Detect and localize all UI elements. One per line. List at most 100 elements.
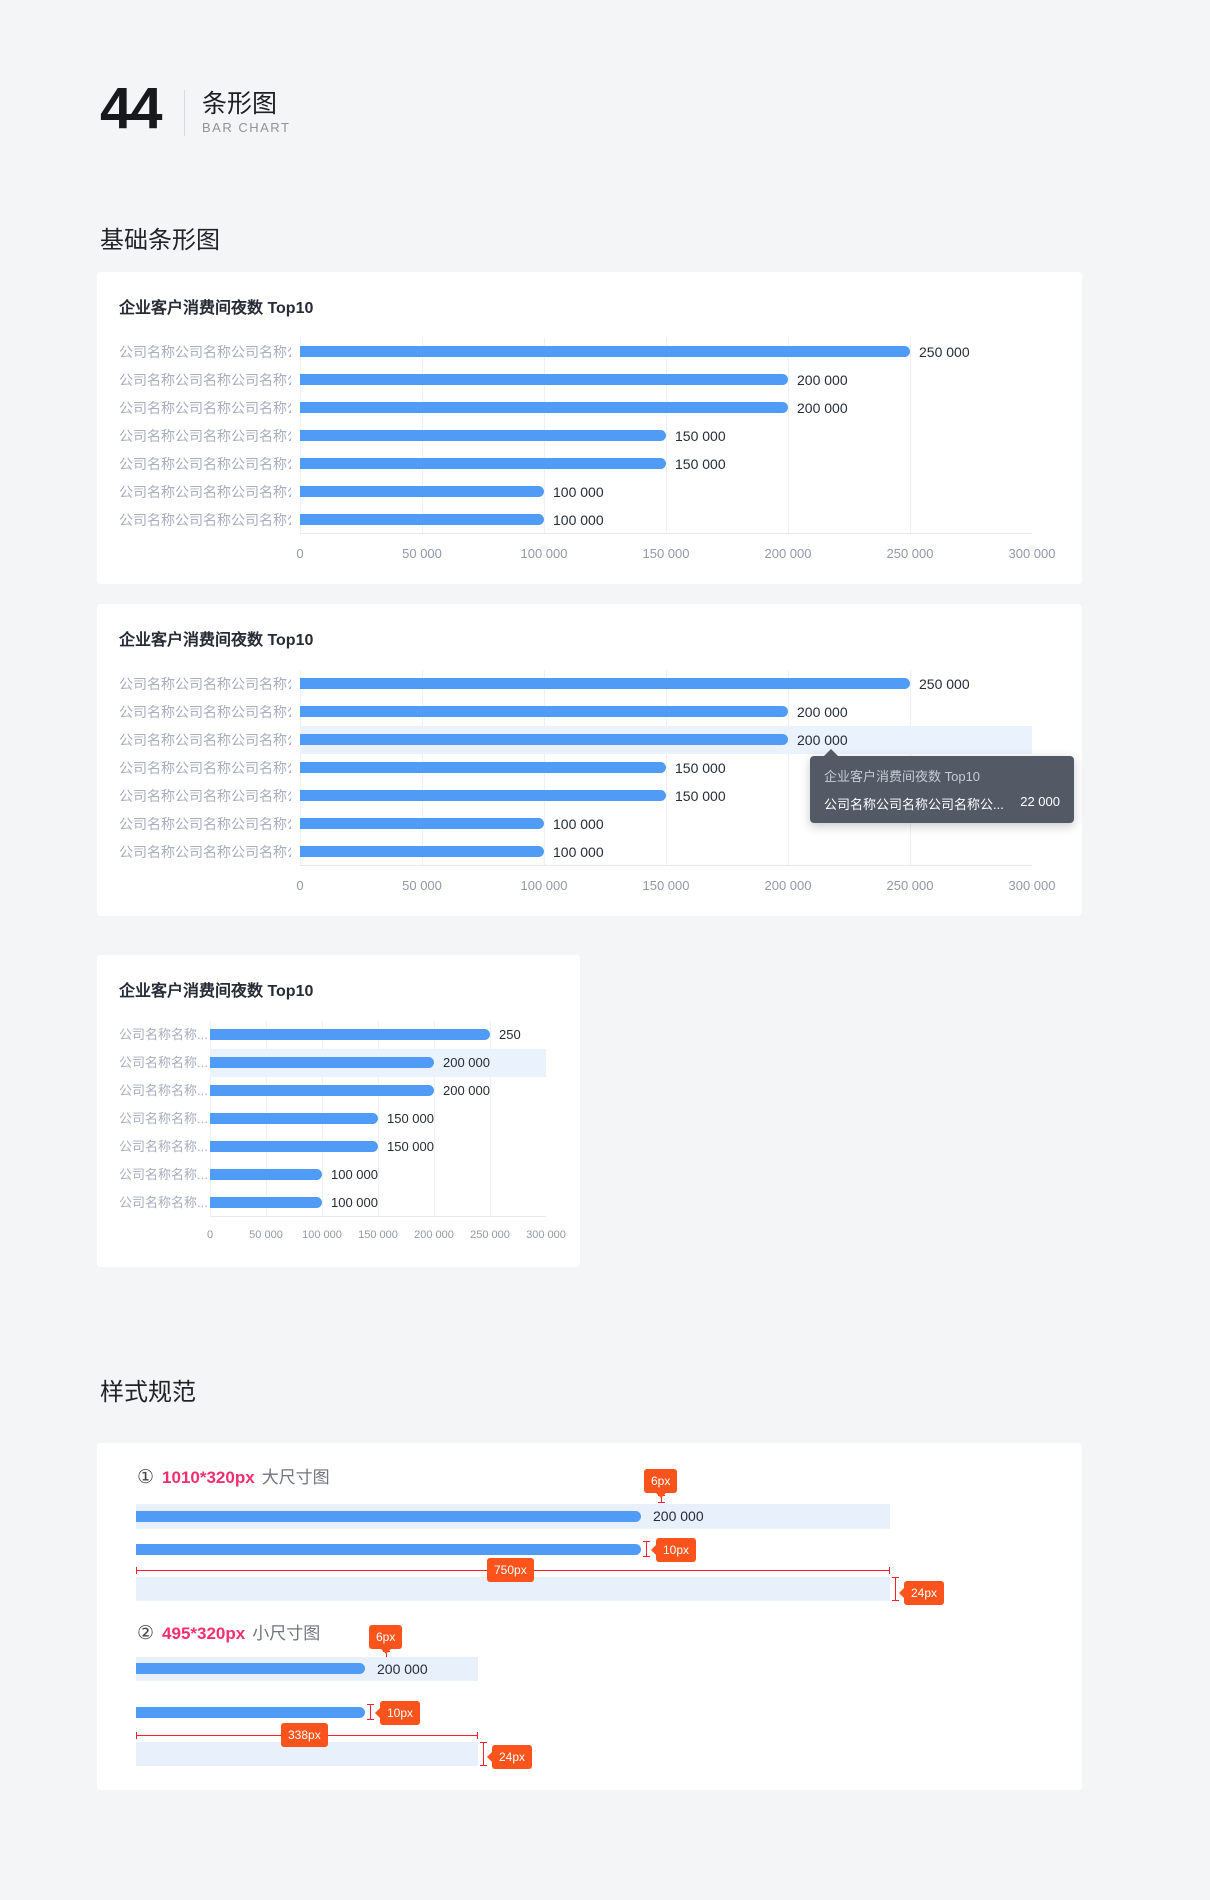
tooltip-value: 22 000 <box>1020 794 1060 809</box>
x-tick: 200 000 <box>414 1229 454 1241</box>
bar[interactable] <box>210 1141 378 1152</box>
measure-badge-width-large: 750px <box>487 1558 534 1582</box>
bar-row: 200 000 <box>300 366 1032 394</box>
section-title-basic: 基础条形图 <box>100 227 220 254</box>
category-column: 公司名称名称... 公司名称名称... 公司名称名称... 公司名称名称... 公司名称… <box>119 1021 209 1217</box>
measure-badge-width-small: 338px <box>281 1723 328 1747</box>
style-spec-card: ① 1010*320px 大尺寸图 6px 200 000 10px 750px 2… <box>97 1443 1082 1790</box>
bar[interactable] <box>300 846 544 857</box>
bar[interactable] <box>300 514 544 525</box>
section-title-style: 样式规范 <box>100 1379 196 1406</box>
category-label: 公司名称公司名称公司名称公... <box>119 844 291 860</box>
bar-row: 250 <box>210 1021 546 1049</box>
chart-title: 企业客户消费间夜数 Top10 <box>119 632 314 649</box>
category-label: 公司名称公司名称公司名称公... <box>119 344 291 360</box>
x-tick: 300 000 <box>1008 878 1056 893</box>
category-label: 公司名称名称... <box>119 1111 208 1126</box>
bar[interactable] <box>300 706 788 717</box>
x-tick: 300 000 <box>1008 546 1056 561</box>
bar-row: 100 000 <box>300 478 1032 506</box>
bar[interactable] <box>300 678 910 689</box>
bar[interactable] <box>210 1113 378 1124</box>
category-label: 公司名称公司名称公司名称公... <box>119 456 291 472</box>
bar[interactable] <box>300 458 666 469</box>
measure-badge-row-height-small: 24px <box>487 1745 533 1769</box>
bar-row: 150 000 <box>210 1105 546 1133</box>
chart-title: 企业客户消费间夜数 Top10 <box>119 300 314 317</box>
badge-pointer-left-icon <box>651 1545 656 1555</box>
bar[interactable] <box>210 1085 434 1096</box>
category-label: 公司名称公司名称公司名称公... <box>119 788 291 804</box>
bar-row: 200 000 <box>300 726 1032 754</box>
bar-value-label: 150 000 <box>387 1111 434 1126</box>
header-divider <box>184 90 185 136</box>
bar[interactable] <box>300 818 544 829</box>
spec-bar <box>136 1511 641 1522</box>
measure-mark-row-height-large <box>892 1577 899 1601</box>
spec-bar-value-label: 200 000 <box>653 1508 704 1524</box>
badge-pointer-left-icon <box>487 1752 492 1762</box>
badge-pointer-down-icon <box>380 1649 391 1654</box>
spec-bar <box>136 1663 365 1674</box>
bar[interactable] <box>210 1197 322 1208</box>
bar[interactable] <box>300 346 910 357</box>
bar-value-label: 200 000 <box>797 732 848 748</box>
x-tick: 100 000 <box>520 546 568 561</box>
bar-value-label: 150 000 <box>675 788 726 804</box>
bar-value-label: 150 000 <box>387 1139 434 1154</box>
x-tick: 50 000 <box>402 546 442 561</box>
tooltip-title: 企业客户消费间夜数 Top10 <box>824 769 981 784</box>
bar-row: 250 000 <box>300 338 1032 366</box>
bar-value-label: 200 000 <box>443 1055 490 1070</box>
badge-text: 24px <box>911 1586 938 1600</box>
bar-value-label: 200 000 <box>797 704 848 720</box>
x-tick: 150 000 <box>642 546 690 561</box>
bar-value-label: 100 000 <box>553 816 604 832</box>
category-label: 公司名称名称... <box>119 1195 208 1210</box>
bar[interactable] <box>300 762 666 773</box>
category-label: 公司名称公司名称公司名称公... <box>119 732 291 748</box>
spec-row-track-small: 200 000 <box>136 1657 478 1681</box>
bar-row: 100 000 <box>210 1161 546 1189</box>
bar[interactable] <box>300 430 666 441</box>
bar[interactable] <box>210 1169 322 1180</box>
bar-row: 150 000 <box>300 754 1032 782</box>
bar-row: 100 000 <box>300 810 1032 838</box>
spec-bar-value-label: 200 000 <box>377 1661 428 1677</box>
badge-pointer-left-icon <box>375 1708 380 1718</box>
tooltip-series-name: 公司名称公司名称公司名称公... <box>824 797 1004 812</box>
bar[interactable] <box>210 1029 490 1040</box>
bar[interactable] <box>300 734 788 745</box>
x-tick: 0 <box>296 878 304 893</box>
spec-item-2-size: 495*320px <box>162 1624 246 1643</box>
bar-row: 100 000 <box>300 506 1032 534</box>
bar[interactable] <box>210 1057 434 1068</box>
badge-text: 6px <box>651 1474 671 1488</box>
page-subtitle: BAR CHART <box>202 120 291 135</box>
bar[interactable] <box>300 790 666 801</box>
bar-row: 100 000 <box>210 1189 546 1217</box>
x-tick: 0 <box>206 1229 214 1241</box>
category-label: 公司名称公司名称公司名称公... <box>119 676 291 692</box>
category-label: 公司名称名称... <box>119 1027 208 1042</box>
bar[interactable] <box>300 486 544 497</box>
bar-value-label: 100 000 <box>331 1167 378 1182</box>
bar[interactable] <box>300 402 788 413</box>
x-axis: 0 50 000 100 000 150 000 200 000 250 000 300 0… <box>206 1229 566 1247</box>
spec-item-1-index: ① <box>137 1467 155 1488</box>
bar-row: 100 000 <box>300 838 1032 866</box>
spec-bar <box>136 1707 365 1718</box>
measure-badge-gap-small: 6px <box>369 1625 403 1654</box>
badge-pointer-left-icon <box>899 1588 904 1598</box>
bar-value-label: 200 000 <box>797 372 848 388</box>
bar-row: 200 000 <box>300 698 1032 726</box>
measure-mark-bar-height-large <box>643 1541 650 1557</box>
category-column: 公司名称公司名称公司名称公... 公司名称公司名称公司名称公... 公司名称公司名称… <box>119 670 291 866</box>
bar-value-label: 100 000 <box>553 844 604 860</box>
category-label: 公司名称公司名称公司名称公... <box>119 400 291 416</box>
bar[interactable] <box>300 374 788 385</box>
bar-value-label: 150 000 <box>675 456 726 472</box>
category-label: 公司名称名称... <box>119 1055 208 1070</box>
x-tick: 150 000 <box>358 1229 398 1241</box>
page-title: 条形图 <box>202 90 278 118</box>
